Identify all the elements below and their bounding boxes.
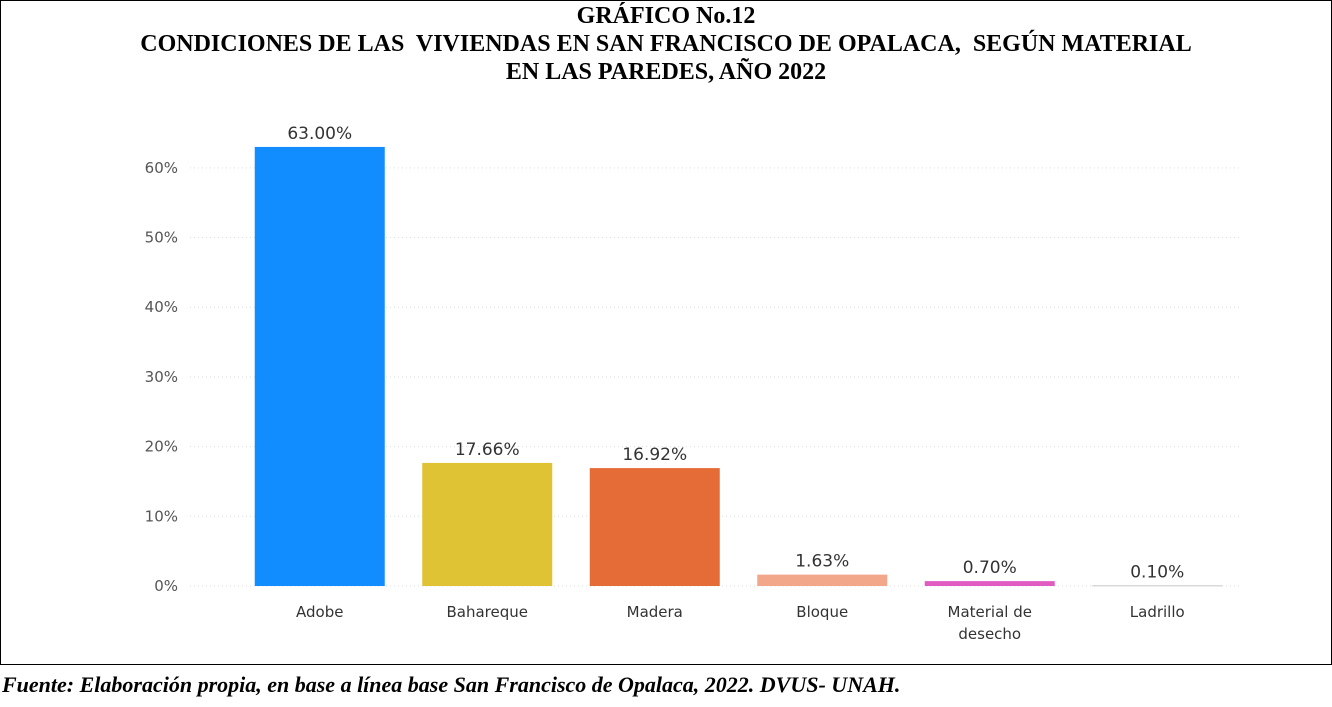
chart-title: GRÁFICO No.12 — [576, 3, 756, 29]
x-tick-label: Bahareque — [446, 603, 528, 621]
chart-subtitle: EN LAS PAREDES, AÑO 2022 — [505, 59, 827, 85]
x-tick-label: Bloque — [796, 603, 849, 621]
value-label: 16.92% — [622, 445, 687, 465]
x-tick-label: Ladrillo — [1129, 603, 1185, 621]
bar — [1092, 585, 1223, 587]
value-label: 0.10% — [1130, 562, 1184, 582]
y-tick-label: 60% — [145, 159, 178, 177]
y-tick-label: 40% — [145, 298, 178, 316]
y-tick-label: 0% — [154, 577, 178, 595]
value-label: 63.00% — [287, 124, 352, 144]
value-label: 1.63% — [795, 552, 849, 572]
chart: 0% 10% 20% 30% 40% 50% 60% 63.00% 17.66% 16.92% 1.… — [145, 124, 1241, 595]
footnote: Fuente: Elaboración propia, en base a lí… — [2, 672, 901, 697]
bar — [422, 462, 553, 586]
value-label: 17.66% — [455, 440, 520, 460]
x-tick-label: Madera — [626, 603, 683, 621]
value-label: 0.70% — [963, 558, 1017, 578]
bar — [924, 581, 1055, 586]
x-tick-label: Adobe — [296, 603, 344, 621]
y-tick-label: 30% — [145, 368, 178, 386]
y-tick-label: 10% — [145, 507, 178, 525]
y-tick-label: 50% — [145, 229, 178, 247]
x-tick-label: Material de desecho — [947, 603, 1032, 643]
bar — [757, 574, 888, 586]
y-tick-label: 20% — [145, 438, 178, 456]
bar — [254, 146, 385, 586]
bar — [589, 468, 720, 586]
chart-subtitle: CONDICIONES DE LAS VIVIENDAS EN SAN FRAN… — [140, 31, 1192, 57]
